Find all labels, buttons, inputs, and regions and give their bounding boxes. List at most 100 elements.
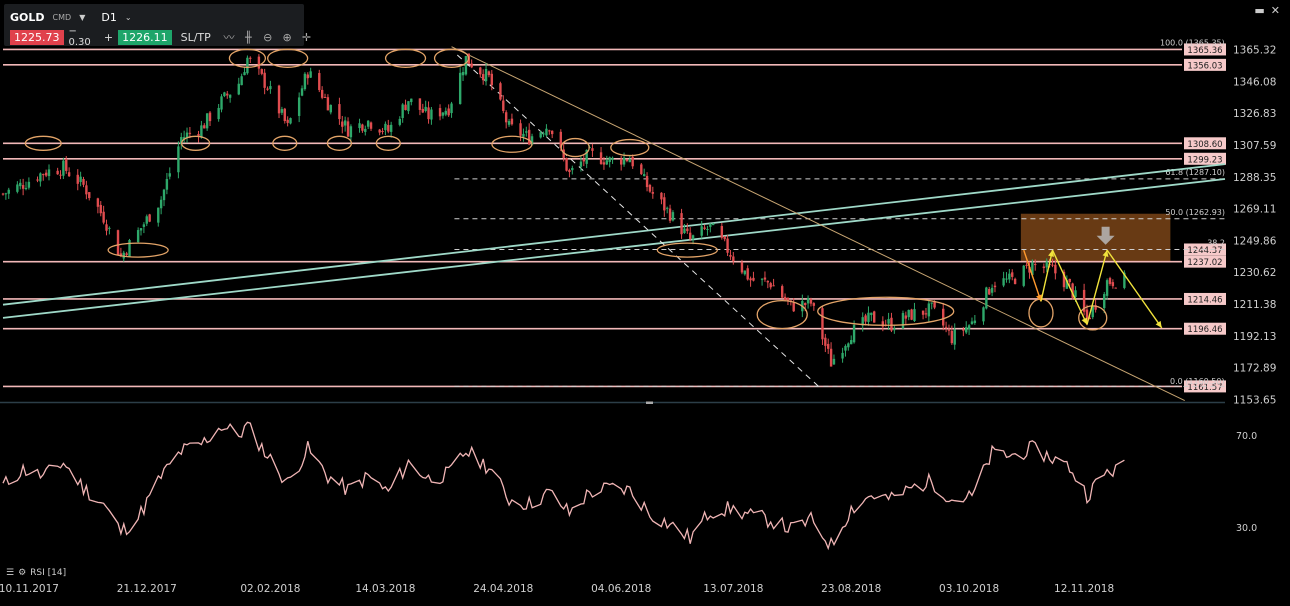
candle-body [197,134,200,136]
candle-body [720,226,724,238]
marker-ellipse [433,48,470,68]
candle-body [910,309,913,320]
candle-body [1025,264,1028,266]
candle-body [257,56,261,69]
candle-body [861,317,864,326]
candle-body [99,204,102,214]
candle-body [39,173,42,182]
candle-body [481,74,485,81]
candle-body [870,312,873,316]
candle-body [743,270,747,275]
candle-body [982,307,985,322]
candle-body [740,262,744,273]
candle-body [226,93,229,96]
candle-body [159,199,163,209]
candle-body [907,309,910,318]
marker-ellipse [656,242,718,258]
candle-body [783,296,787,301]
projection-arrow [1086,249,1108,325]
candle-body [502,100,505,111]
fib-level-label: 61.8 (1287.10) [1165,168,1225,177]
candle-body [599,152,603,164]
price-tag-label: 1196.46 [1187,325,1222,335]
candle-body [864,315,867,322]
plus-button[interactable]: + [103,30,114,44]
candle-body [1085,309,1089,319]
y-tick-label: 1269.11 [1233,204,1276,216]
buy-price-button[interactable]: 1226.11 [118,29,172,45]
candle-body [763,277,767,280]
candle-body [1005,278,1008,280]
price-tag-label: 1299.23 [1187,155,1222,165]
close-icon[interactable]: ✕ [1270,4,1280,17]
minimize-icon[interactable]: ▬ [1254,4,1265,17]
candle-body [893,328,896,331]
price-tag-label: 1237.02 [1187,258,1222,268]
rsi-panel-header: ☰ ⚙ RSI [14] [6,568,66,578]
fib-level-label: 0.0 (1160.50) [1170,377,1225,386]
candle-body [507,121,511,125]
volume-value[interactable]: − 0.30 [68,26,91,48]
candle-body [44,172,48,176]
trendline [2,163,1226,306]
price-tag [1184,58,1226,71]
candle-body [450,103,453,114]
candle-body [686,228,689,232]
chevron-down-icon[interactable]: ▼ [79,12,86,22]
candle-body [993,285,997,288]
candle-body [297,97,301,116]
candle-body [924,313,928,315]
candle-body [1062,271,1066,288]
instrument-selector[interactable]: GOLD CMD ▼ D1 ⌄ [10,8,132,26]
candle-body [343,120,347,126]
sell-price-button[interactable]: 1225.73 [10,29,64,45]
line-chart-icon[interactable]: 〰 [223,31,235,44]
zoom-in-icon[interactable]: ⊕ [282,30,292,44]
candle-body [806,297,810,304]
candle-body [608,157,611,162]
marker-ellipse [384,48,427,68]
candles-icon[interactable]: ╫ [245,30,252,44]
candle-body [947,329,951,331]
candle-body [1111,282,1115,287]
symbol-label[interactable]: GOLD [10,10,45,24]
candle-body [769,283,772,288]
candle-body [200,125,203,138]
candle-body [746,268,749,280]
crosshair-icon[interactable]: ✛ [301,30,312,44]
marker-ellipse [267,48,309,68]
timeframe-chevron-icon[interactable]: ⌄ [124,12,132,22]
settings-gear-icon[interactable]: ⚙ [18,568,27,578]
candle-body [387,125,390,132]
candle-body [364,128,367,132]
menu-icon[interactable]: ☰ [6,568,15,578]
candle-body [527,129,531,145]
candle-body [668,208,672,221]
candle-body [318,73,321,91]
candle-body [1108,278,1112,284]
y-tick-label: 1288.35 [1233,172,1276,184]
candle-body [760,278,764,280]
sltp-button[interactable]: SL/TP [180,30,211,44]
x-tick-label: 24.04.2018 [473,583,533,595]
candle-body [729,255,732,257]
zoom-out-icon[interactable]: ⊖ [263,30,273,44]
candle-body [82,179,85,185]
candle-body [1082,289,1086,312]
rsi-line [2,421,1125,551]
candle-body [792,302,795,312]
candle-body [361,124,364,131]
candle-body [591,148,594,151]
candle-body [398,118,401,125]
candle-body [96,198,100,207]
candle-body [582,159,586,162]
candle-body [85,185,88,195]
timeframe-selector[interactable]: D1 [101,10,117,24]
candle-body [389,124,393,132]
candle-body [240,76,243,86]
candle-body [303,73,307,90]
candle-body [559,131,563,148]
candle-body [602,162,606,165]
